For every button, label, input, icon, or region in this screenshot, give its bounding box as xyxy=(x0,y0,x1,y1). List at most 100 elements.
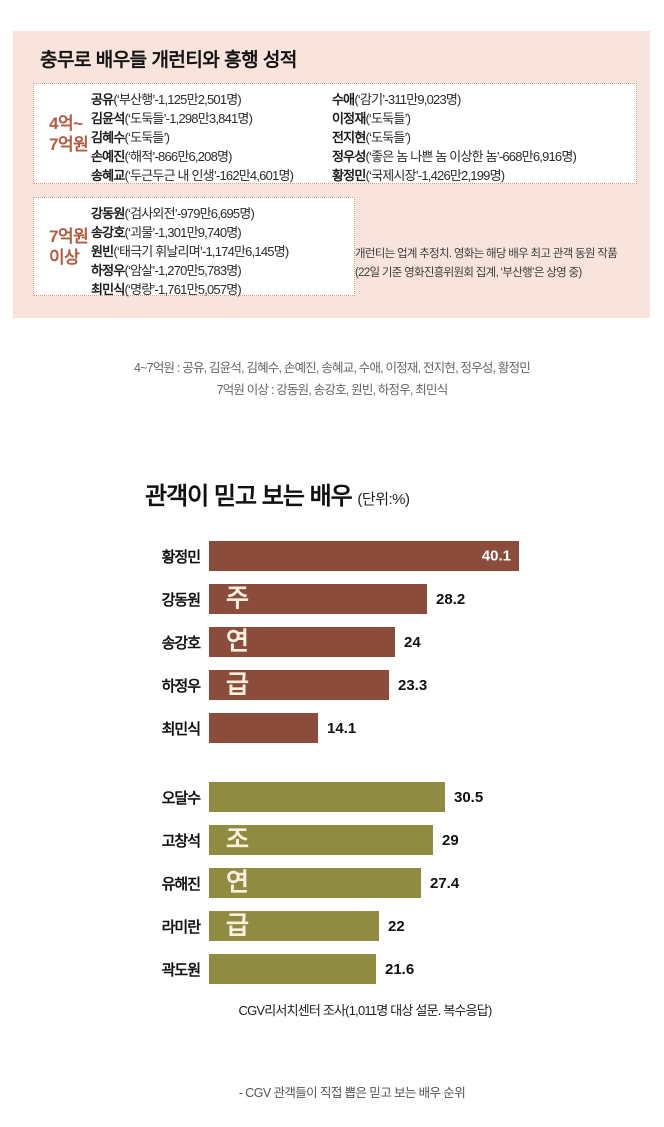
infobox-title: 충무로 배우들 개런티와 흥행 성적 xyxy=(40,50,297,71)
bar-value: 24 xyxy=(404,633,421,651)
actor-entry: 김혜수(‘도둑들’) xyxy=(91,128,293,147)
bar-label: 송강호 xyxy=(161,634,201,652)
actor-name: 손예진 xyxy=(91,149,125,164)
bar-row: 고창석 조 29 xyxy=(145,825,459,855)
bar-label: 라미란 xyxy=(161,918,201,936)
role-overlay-char: 조 xyxy=(226,825,250,854)
bar: 급 xyxy=(209,670,389,700)
bar-label: 오달수 xyxy=(161,789,201,807)
bar-row: 황정민 40.1 xyxy=(145,541,519,571)
role-overlay-char: 연 xyxy=(226,868,250,897)
actor-detail: (‘좋은 놈 나쁜 놈 이상한 놈’-668만6,916명) xyxy=(365,149,577,164)
bar-value: 14.1 xyxy=(327,719,357,737)
actor-entry: 송강호(‘괴물’-1,301만9,740명) xyxy=(91,223,288,242)
actor-name: 강동원 xyxy=(91,206,125,221)
infobox-footnote: 개런티는 업계 추정치. 영화는 해당 배우 최고 관객 동원 작품 (22일 … xyxy=(355,245,655,283)
tier1-left-column: 공유(‘부산행’-1,125만2,501명) 김윤석(‘도둑들’-1,298만3… xyxy=(91,90,294,185)
actor-detail: (‘도둑들’-1,298만3,841명) xyxy=(124,111,253,126)
tier2-column: 강동원(‘검사외전’-979만6,695명) 송강호(‘괴물’-1,301만9,… xyxy=(91,204,289,299)
bar-value: 28.2 xyxy=(436,590,466,608)
actor-name: 정우성 xyxy=(332,149,366,164)
bar-row: 오달수 30.5 xyxy=(145,782,483,812)
tier2-box: 7억원 이상 강동원(‘검사외전’-979만6,695명) 송강호(‘괴물’-1… xyxy=(33,197,355,299)
actor-detail: (‘검사외전’-979만6,695명) xyxy=(124,206,255,221)
actor-detail: (‘부산행’-1,125만2,501명) xyxy=(113,92,241,107)
bar: 주 xyxy=(209,584,427,614)
bar-label: 곽도원 xyxy=(161,961,201,979)
actor-entry: 최민식(‘명량’-1,761만5,057명) xyxy=(91,280,288,299)
actor-name: 황정민 xyxy=(332,168,366,183)
bar-label: 고창석 xyxy=(161,832,201,850)
actor-name: 원빈 xyxy=(91,244,114,259)
actor-detail: (‘도둑들’) xyxy=(365,111,411,126)
actor-name: 공유 xyxy=(91,92,114,107)
bar xyxy=(209,954,376,984)
bar-value: 27.4 xyxy=(430,874,460,892)
actor-detail: (‘암살’-1,270만5,783명) xyxy=(124,263,241,278)
bar: 연 xyxy=(209,868,421,898)
actor-entry: 수애(‘감기’-311만9,023명) xyxy=(332,90,576,109)
guarantee-infobox: 충무로 배우들 개런티와 흥행 성적 4억~ 7억원 공유(‘부산행’-1,12… xyxy=(13,31,650,318)
actor-detail: (‘해적’-866만6,208명) xyxy=(124,149,232,164)
actor-name: 김혜수 xyxy=(91,130,125,145)
actor-detail: (‘도둑들’) xyxy=(365,130,411,145)
role-overlay-char: 연 xyxy=(226,627,250,656)
bar-label: 하정우 xyxy=(161,677,201,695)
chart-title: 관객이 믿고 보는 배우 (단위:%) xyxy=(145,476,410,511)
tier-summary-note: 4~7억원 : 공유, 김윤석, 김혜수, 손예진, 송혜교, 수애, 이정재,… xyxy=(0,357,664,401)
actor-entry: 이정재(‘도둑들’) xyxy=(332,109,576,128)
actor-detail: (‘도둑들’) xyxy=(124,130,170,145)
actor-entry: 김윤석(‘도둑들’-1,298만3,841명) xyxy=(91,109,293,128)
actor-detail: (‘두근두근 내 인생’-162만4,601명) xyxy=(124,168,294,183)
actor-name: 송혜교 xyxy=(91,168,125,183)
bar xyxy=(209,713,318,743)
role-overlay-char: 주 xyxy=(226,584,250,613)
bar-row: 유해진 연 27.4 xyxy=(145,868,459,898)
bar-value: 22 xyxy=(388,917,405,935)
actor-entry: 강동원(‘검사외전’-979만6,695명) xyxy=(91,204,288,223)
tier-summary-line2: 7억원 이상 : 강동원, 송강호, 원빈, 하정우, 최민식 xyxy=(216,383,449,397)
bar-label: 최민식 xyxy=(161,720,201,738)
footnote-line1: 개런티는 업계 추정치. 영화는 해당 배우 최고 관객 동원 작품 xyxy=(355,248,618,260)
bar-label: 유해진 xyxy=(161,875,201,893)
actor-name: 수애 xyxy=(332,92,355,107)
role-overlay-char: 급 xyxy=(226,670,250,699)
actor-name: 전지현 xyxy=(332,130,366,145)
bar-row: 라미란 급 22 xyxy=(145,911,405,941)
actor-detail: (‘태극기 휘날리며’-1,174만6,145명) xyxy=(113,244,289,259)
bar-value: 40.1 xyxy=(481,547,511,565)
bar: 급 xyxy=(209,911,379,941)
chart-source: CGV리서치센터 조사(1,011명 대상 설문. 복수응답) xyxy=(238,1003,492,1018)
actor-detail: (‘국제시장’-1,426만2,199명) xyxy=(365,168,505,183)
actor-name: 김윤석 xyxy=(91,111,125,126)
bar-row: 하정우 급 23.3 xyxy=(145,670,427,700)
tier1-label: 4억~ 7억원 xyxy=(49,113,89,155)
actor-entry: 정우성(‘좋은 놈 나쁜 놈 이상한 놈’-668만6,916명) xyxy=(332,147,577,166)
actor-entry: 하정우(‘암살’-1,270만5,783명) xyxy=(91,261,288,280)
tier-summary-line1: 4~7억원 : 공유, 김윤석, 김혜수, 손예진, 송혜교, 수애, 이정재,… xyxy=(134,361,531,375)
bar: 40.1 xyxy=(209,541,519,571)
tier1-box: 4억~ 7억원 공유(‘부산행’-1,125만2,501명) 김윤석(‘도둑들’… xyxy=(33,83,637,184)
bar-row: 강동원 주 28.2 xyxy=(145,584,465,614)
tier2-label-line2: 이상 xyxy=(49,247,80,267)
actor-name: 송강호 xyxy=(91,225,125,240)
role-overlay-char: 급 xyxy=(226,911,250,940)
actor-entry: 황정민(‘국제시장’-1,426만2,199명) xyxy=(332,166,576,185)
bar-value: 29 xyxy=(442,831,459,849)
actor-name: 하정우 xyxy=(91,263,125,278)
bar xyxy=(209,782,445,812)
tier2-label-line1: 7억원 xyxy=(49,226,89,246)
tier1-right-column: 수애(‘감기’-311만9,023명) 이정재(‘도둑들’) 전지현(‘도둑들’… xyxy=(332,90,577,185)
bar-label: 강동원 xyxy=(161,591,201,609)
actor-name: 이정재 xyxy=(332,111,366,126)
bar-value: 23.3 xyxy=(398,676,428,694)
actor-detail: (‘감기’-311만9,023명) xyxy=(354,92,461,107)
chart-title-text: 관객이 믿고 보는 배우 xyxy=(145,483,353,510)
actor-name: 최민식 xyxy=(91,282,125,297)
actor-entry: 송혜교(‘두근두근 내 인생’-162만4,601명) xyxy=(91,166,294,185)
bar-row: 곽도원 21.6 xyxy=(145,954,414,984)
bar-label: 황정민 xyxy=(161,548,201,566)
footnote-line2: (22일 기준 영화진흥위원회 집계, ‘부산행’은 상영 중) xyxy=(355,267,582,279)
tier2-label: 7억원 이상 xyxy=(49,226,89,268)
